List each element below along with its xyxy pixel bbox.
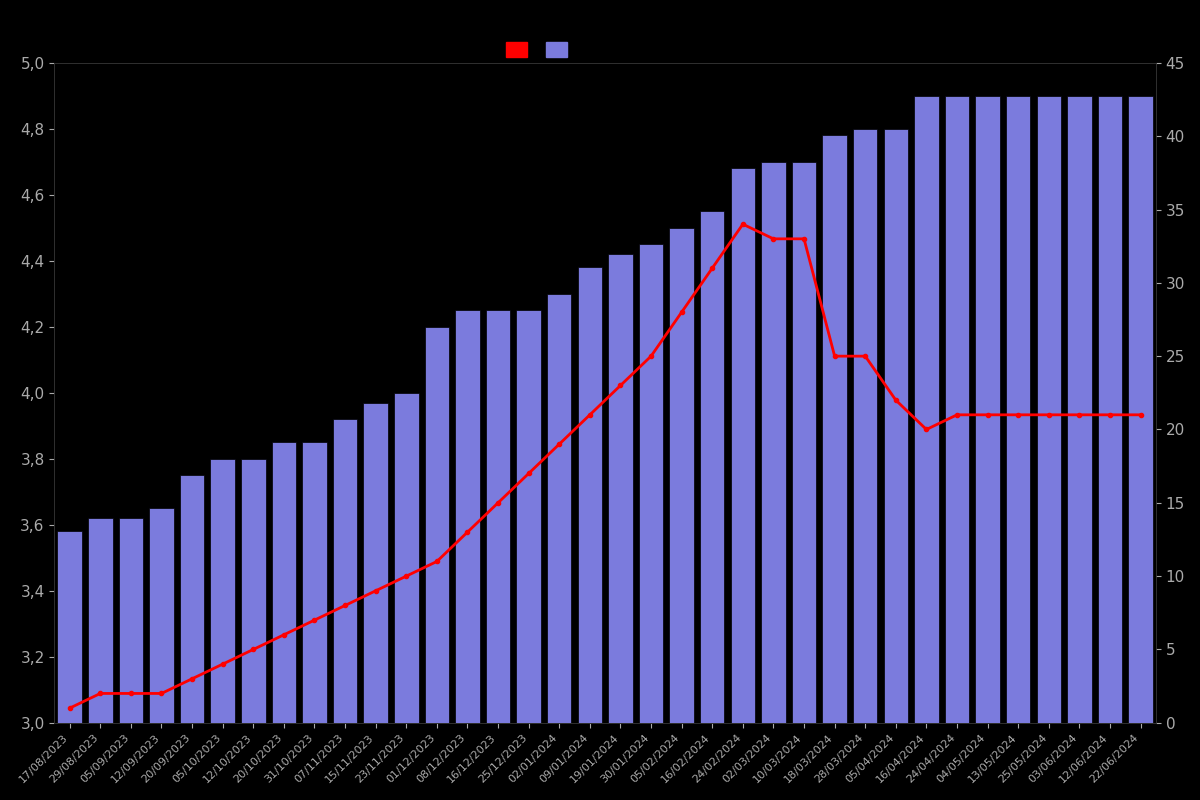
Legend: , : , <box>500 37 578 62</box>
Bar <box>241 459 265 722</box>
Bar <box>792 162 816 722</box>
Bar <box>577 267 602 722</box>
Bar <box>364 402 388 722</box>
Bar <box>119 518 143 722</box>
Bar <box>1037 96 1061 722</box>
Bar <box>516 310 541 722</box>
Bar <box>58 531 82 722</box>
Bar <box>425 327 449 722</box>
Bar <box>883 129 908 722</box>
Bar <box>332 419 358 722</box>
Bar <box>1098 96 1122 722</box>
Bar <box>1006 96 1031 722</box>
Bar <box>180 475 204 722</box>
Bar <box>1128 96 1153 722</box>
Bar <box>822 135 847 722</box>
Bar <box>976 96 1000 722</box>
Bar <box>914 96 938 722</box>
Bar <box>547 294 571 722</box>
Bar <box>486 310 510 722</box>
Bar <box>302 442 326 722</box>
Bar <box>88 518 113 722</box>
Bar <box>394 393 419 722</box>
Bar <box>271 442 296 722</box>
Bar <box>608 254 632 722</box>
Bar <box>670 228 694 722</box>
Bar <box>210 459 235 722</box>
Bar <box>455 310 480 722</box>
Bar <box>944 96 970 722</box>
Bar <box>853 129 877 722</box>
Bar <box>761 162 786 722</box>
Bar <box>638 244 664 722</box>
Bar <box>700 211 725 722</box>
Bar <box>731 169 755 722</box>
Bar <box>1067 96 1092 722</box>
Bar <box>149 508 174 722</box>
